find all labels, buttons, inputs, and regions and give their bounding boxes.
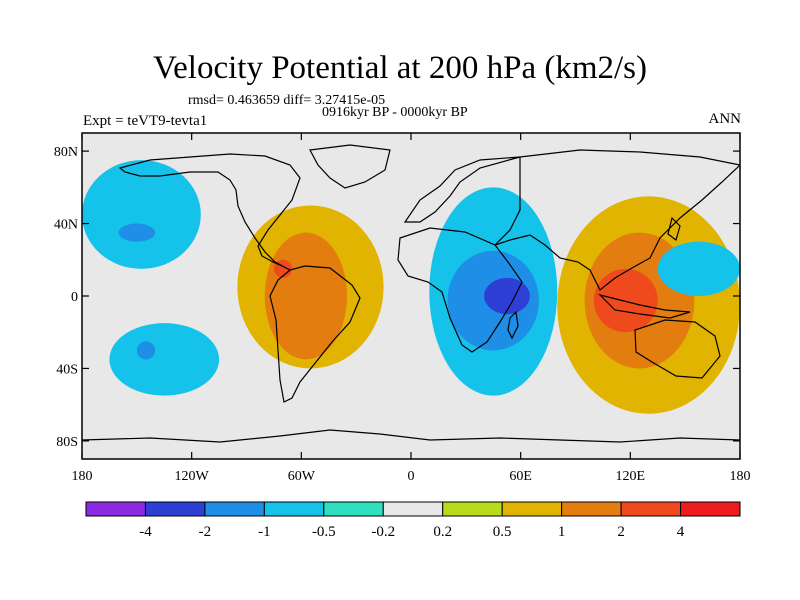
coastline-africa	[397, 227, 523, 353]
y-axis: 80N 40N 0 40S 80S	[54, 145, 740, 450]
coastline-madagascar	[507, 310, 519, 340]
y-tick-label: 40N	[54, 218, 78, 233]
experiment-label: Expt = teVT9-tevta1	[83, 113, 208, 129]
colorbar-swatch	[382, 501, 444, 517]
colorbar-label: -4	[139, 524, 152, 540]
colorbar-swatch	[204, 501, 265, 517]
x-tick-label: 180	[730, 469, 751, 484]
colorbar-swatch	[442, 501, 503, 517]
coastline-australia	[634, 319, 721, 379]
colorbar-swatch	[85, 501, 146, 517]
x-tick-label: 120E	[616, 469, 646, 484]
coastline-europe	[403, 156, 521, 223]
coastline-antarctica	[82, 429, 740, 443]
colorbar: -4 -2 -1 -0.5 -0.2 0.2 0.5 1 2 4	[85, 501, 741, 540]
contour-region-africa-peak	[484, 277, 530, 315]
coastline-asia	[494, 149, 740, 291]
contour-region-north-pacific-core	[118, 223, 156, 242]
y-tick-label: 40S	[56, 362, 78, 377]
contour-region-south-pacific-core	[136, 341, 156, 360]
coastline-japan	[667, 216, 681, 242]
x-tick-label: 0	[408, 469, 415, 484]
colorbar-label: -1	[258, 524, 271, 540]
chart-period-label: 0916kyr BP - 0000kyr BP	[322, 105, 468, 120]
x-tick-label: 120W	[175, 469, 210, 484]
season-label: ANN	[708, 111, 742, 127]
contour-region-asia-peak	[593, 268, 658, 333]
chart-title: Velocity Potential at 200 hPa (km2/s)	[152, 50, 648, 86]
y-tick-label: 0	[71, 290, 78, 305]
contour-fill-group	[82, 160, 740, 414]
colorbar-swatch	[561, 501, 622, 517]
x-axis: 180 120W 60W 0 60E 120E 180	[72, 133, 751, 484]
colorbar-label: 0.2	[433, 524, 452, 540]
coastline-greenland	[309, 144, 391, 189]
colorbar-swatch	[144, 501, 206, 517]
x-tick-label: 60E	[509, 469, 532, 484]
colorbar-swatch	[620, 501, 682, 517]
contour-region-north-pacific-negative	[82, 160, 201, 269]
chart-subtitle: rmsd= 0.463659 diff= 3.27415e-05	[188, 93, 386, 108]
x-tick-label: 180	[72, 469, 93, 484]
colorbar-label: 4	[677, 524, 685, 540]
coastline-indonesia	[598, 293, 691, 319]
colorbar-label: -0.5	[312, 524, 336, 540]
colorbar-label: 2	[617, 524, 625, 540]
colorbar-swatch	[680, 501, 741, 517]
x-tick-label: 60W	[288, 469, 316, 484]
contour-region-west-pacific-negative	[657, 241, 740, 296]
coastline-north-america	[118, 153, 301, 271]
coastline-south-america	[269, 265, 361, 403]
colorbar-swatch	[263, 501, 325, 517]
colorbar-swatch	[501, 501, 563, 517]
colorbar-label: 1	[558, 524, 566, 540]
colorbar-swatch	[323, 501, 384, 517]
contour-region-south-pacific-negative	[109, 323, 220, 396]
coastline-group	[82, 144, 740, 443]
y-tick-label: 80S	[56, 435, 78, 450]
colorbar-label: 0.5	[493, 524, 512, 540]
y-tick-label: 80N	[54, 145, 78, 160]
colorbar-label: -2	[199, 524, 212, 540]
colorbar-label: -0.2	[371, 524, 395, 540]
